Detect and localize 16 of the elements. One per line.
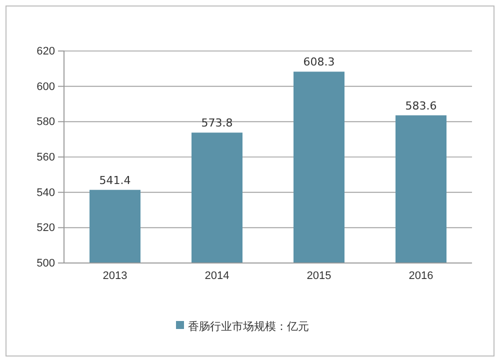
x-tick-label: 2014 [204, 270, 230, 282]
y-tick-label: 540 [36, 186, 55, 199]
y-tick-label: 560 [36, 152, 55, 164]
y-tick-label: 500 [36, 258, 55, 270]
x-tick-label: 2013 [102, 270, 128, 282]
data-label: 583.6 [405, 99, 437, 112]
x-tick-label: 2015 [306, 270, 332, 282]
data-label: 541.4 [99, 174, 131, 187]
data-label: 573.8 [201, 116, 233, 130]
data-label: 608.3 [303, 56, 335, 69]
legend-label: 香肠行业市场规模：亿元 [188, 320, 309, 333]
y-tick-label: 620 [36, 46, 55, 58]
y-tick-label: 600 [36, 80, 55, 93]
x-tick-label: 2016 [408, 270, 434, 282]
y-tick-label: 520 [36, 222, 55, 234]
y-tick-label: 580 [36, 116, 55, 128]
